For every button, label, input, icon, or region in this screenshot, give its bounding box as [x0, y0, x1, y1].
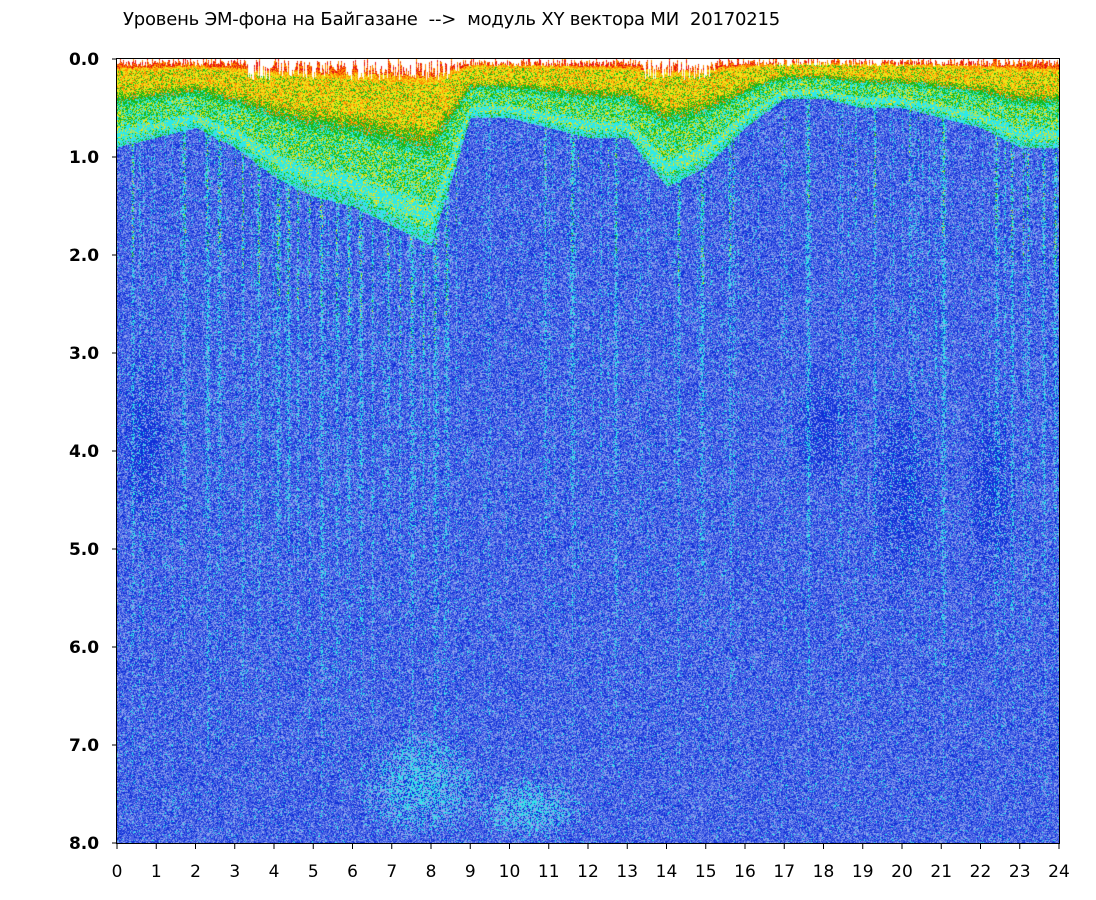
y-tick-label: 2.0 — [69, 246, 99, 266]
y-tick-label: 7.0 — [69, 736, 99, 756]
x-tick-label: 16 — [734, 862, 756, 882]
y-tick-label: 4.0 — [69, 442, 99, 462]
x-tick-label: 1 — [151, 862, 162, 882]
y-tick-label: 8.0 — [69, 834, 99, 854]
x-tick-label: 15 — [695, 862, 717, 882]
chart-title: Уровень ЭМ-фона на Байгазане --> модуль … — [123, 9, 781, 30]
x-tick-label: 6 — [347, 862, 358, 882]
y-tick-label: 5.0 — [69, 540, 99, 560]
x-tick-label: 9 — [465, 862, 476, 882]
x-tick-label: 3 — [229, 862, 240, 882]
x-tick-label: 13 — [616, 862, 638, 882]
y-tick-label: 1.0 — [69, 148, 99, 168]
x-tick-label: 4 — [269, 862, 280, 882]
x-tick-label: 24 — [1048, 862, 1070, 882]
x-tick-label: 0 — [112, 862, 123, 882]
y-tick-label: 3.0 — [69, 344, 99, 364]
x-tick-label: 17 — [773, 862, 795, 882]
x-tick-label: 23 — [1009, 862, 1031, 882]
heatmap-canvas — [117, 59, 1059, 843]
y-tick-label: 6.0 — [69, 638, 99, 658]
x-tick-label: 12 — [577, 862, 599, 882]
x-tick-label: 20 — [891, 862, 913, 882]
x-tick-label: 8 — [426, 862, 437, 882]
plot-area — [116, 58, 1060, 844]
x-tick-label: 11 — [538, 862, 560, 882]
x-tick-label: 7 — [386, 862, 397, 882]
x-tick-label: 10 — [499, 862, 521, 882]
x-tick-label: 21 — [930, 862, 952, 882]
y-tick-label: 0.0 — [69, 50, 99, 70]
x-tick-label: 14 — [656, 862, 678, 882]
x-tick-label: 18 — [813, 862, 835, 882]
x-tick-label: 2 — [190, 862, 201, 882]
x-tick-label: 22 — [970, 862, 992, 882]
x-tick-label: 5 — [308, 862, 319, 882]
x-tick-label: 19 — [852, 862, 874, 882]
